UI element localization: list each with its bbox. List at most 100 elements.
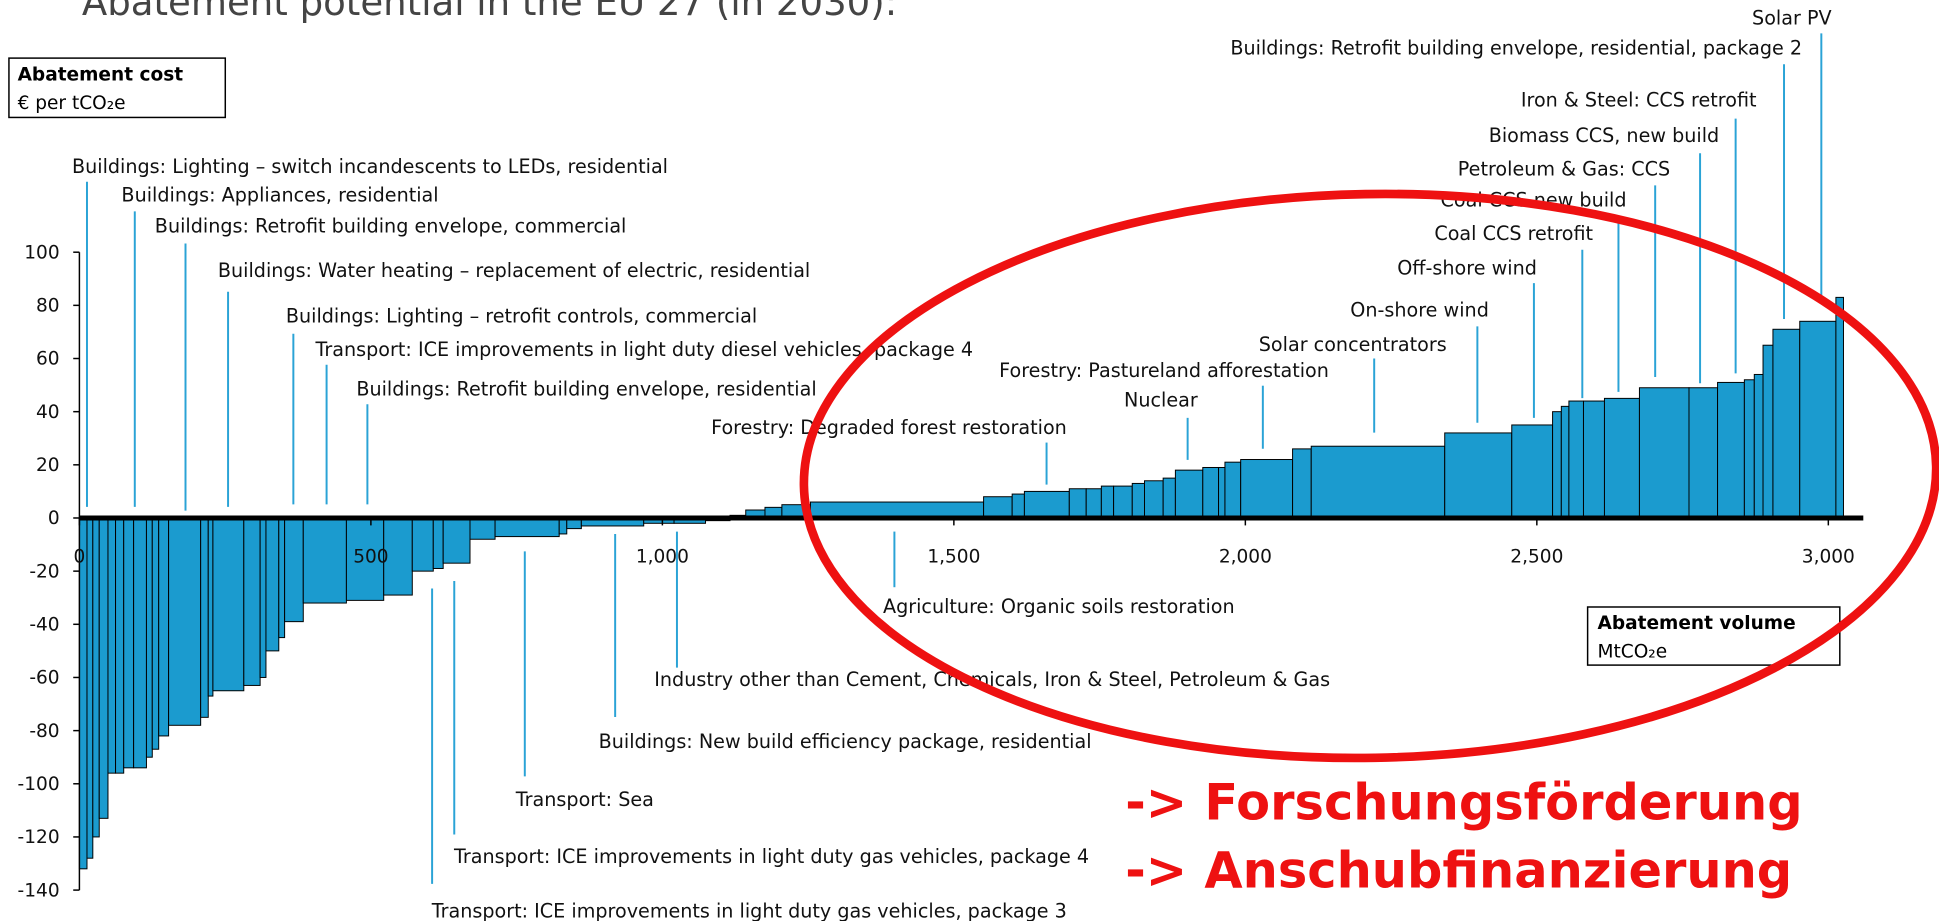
bar <box>115 517 125 774</box>
x-tick-label: 0 <box>74 546 86 567</box>
y-tick-label: 40 <box>36 402 60 423</box>
y-tick-label: -120 <box>18 827 60 848</box>
annotation: Agriculture: Organic soils restoration <box>883 595 1235 618</box>
x-unit: MtCO₂e <box>1598 642 1668 663</box>
y-tick-label: -40 <box>29 614 59 635</box>
bar <box>86 517 94 859</box>
bar <box>1218 466 1226 519</box>
y-tick-label: 60 <box>36 349 60 370</box>
annotation: Solar concentrators <box>1259 333 1447 356</box>
bar <box>345 517 385 601</box>
bar <box>1444 432 1513 519</box>
bar <box>259 517 267 678</box>
y-tick-label: -60 <box>29 668 59 689</box>
bar <box>1835 296 1844 519</box>
x-tick-label: 1,500 <box>927 546 980 567</box>
annotation: Solar PV <box>1752 7 1832 30</box>
bar <box>1113 485 1133 519</box>
y-tick-label: 20 <box>36 455 60 476</box>
x-tick-label: 1,000 <box>636 546 689 567</box>
bar <box>1552 411 1562 519</box>
bar <box>469 517 496 540</box>
bar <box>1560 405 1570 519</box>
annotation: Transport: Sea <box>515 788 654 811</box>
annotation: Buildings: Retrofit building envelope, r… <box>1230 36 1802 59</box>
bar <box>123 517 135 769</box>
annotation: Buildings: New build efficiency package,… <box>599 730 1092 753</box>
bar <box>1762 344 1774 519</box>
bar <box>432 517 444 569</box>
bar <box>1638 387 1690 519</box>
bar <box>243 517 261 686</box>
bar <box>145 517 153 758</box>
annotation: Coal CCS retrofit <box>1434 222 1593 245</box>
annotation: Buildings: Retrofit building envelope, r… <box>356 378 816 401</box>
bar <box>411 517 434 572</box>
bar <box>1292 448 1312 519</box>
bar <box>207 517 214 697</box>
bar <box>494 517 560 538</box>
annotation: Buildings: Appliances, residential <box>121 184 438 207</box>
annotation: Transport: ICE improvements in light dut… <box>431 899 1067 921</box>
y-tick-label: 80 <box>36 296 60 317</box>
bar <box>278 517 286 639</box>
bar <box>151 517 160 750</box>
bar <box>107 517 117 774</box>
bar <box>1131 482 1145 519</box>
bar <box>1743 379 1755 519</box>
bar <box>1162 477 1176 519</box>
annotation: Petroleum & Gas: CCS <box>1458 158 1670 181</box>
bar <box>133 517 147 769</box>
bar <box>158 517 170 737</box>
annotation: Nuclear <box>1124 389 1198 412</box>
bar <box>1799 320 1837 519</box>
annotation: Buildings: Lighting – switch incandescen… <box>72 155 668 178</box>
bar <box>78 517 88 870</box>
bar <box>1511 424 1554 519</box>
bar <box>1582 400 1605 519</box>
annotation: Buildings: Water heating – replacement o… <box>218 259 810 282</box>
bar <box>1753 373 1764 519</box>
x-tick-label: 2,000 <box>1219 546 1272 567</box>
annotation: Iron & Steel: CCS retrofit <box>1521 88 1757 111</box>
bar <box>1240 459 1294 519</box>
x-tick-label: 500 <box>353 546 388 567</box>
annotation: Industry other than Cement, Chemicals, I… <box>654 668 1330 691</box>
highlight-ellipse <box>799 189 1939 763</box>
bar <box>1085 488 1102 519</box>
annotations: Buildings: Lighting – switch incandescen… <box>72 7 1832 921</box>
annotation: Buildings: Lighting – retrofit controls,… <box>286 305 757 328</box>
x-tick-label: 2,500 <box>1510 546 1563 567</box>
y-tick-label: 100 <box>24 242 59 263</box>
bar <box>1068 488 1087 519</box>
y-tick-label: -140 <box>18 880 60 901</box>
callout: -> Anschubfinanzierung <box>1125 842 1792 900</box>
bar <box>442 517 471 564</box>
bar <box>212 517 245 692</box>
callout: -> Forschungsförderung <box>1125 774 1802 832</box>
bar <box>265 517 280 652</box>
y-tick-label: -20 <box>29 561 59 582</box>
y-label: Abatement cost <box>18 64 184 85</box>
bar <box>1100 485 1115 519</box>
bar <box>200 517 209 718</box>
bar <box>92 517 100 838</box>
y-unit: € per tCO₂e <box>18 93 126 114</box>
y-tick-label: -100 <box>18 774 60 795</box>
y-label-box <box>8 57 227 119</box>
bar <box>1011 493 1025 519</box>
chart-title: Abatement potential in the EU 27 (in 203… <box>82 0 897 24</box>
bar <box>98 517 109 819</box>
bar <box>983 496 1013 519</box>
bar <box>168 517 202 726</box>
x-tick-label: 3,000 <box>1802 546 1855 567</box>
bar <box>1717 381 1745 519</box>
bar <box>1568 400 1584 519</box>
annotation: Forestry: Degraded forest restoration <box>711 416 1067 439</box>
bar <box>1144 480 1164 519</box>
bar <box>1202 466 1220 519</box>
y-tick-label: -80 <box>29 721 59 742</box>
bar <box>1023 490 1070 519</box>
